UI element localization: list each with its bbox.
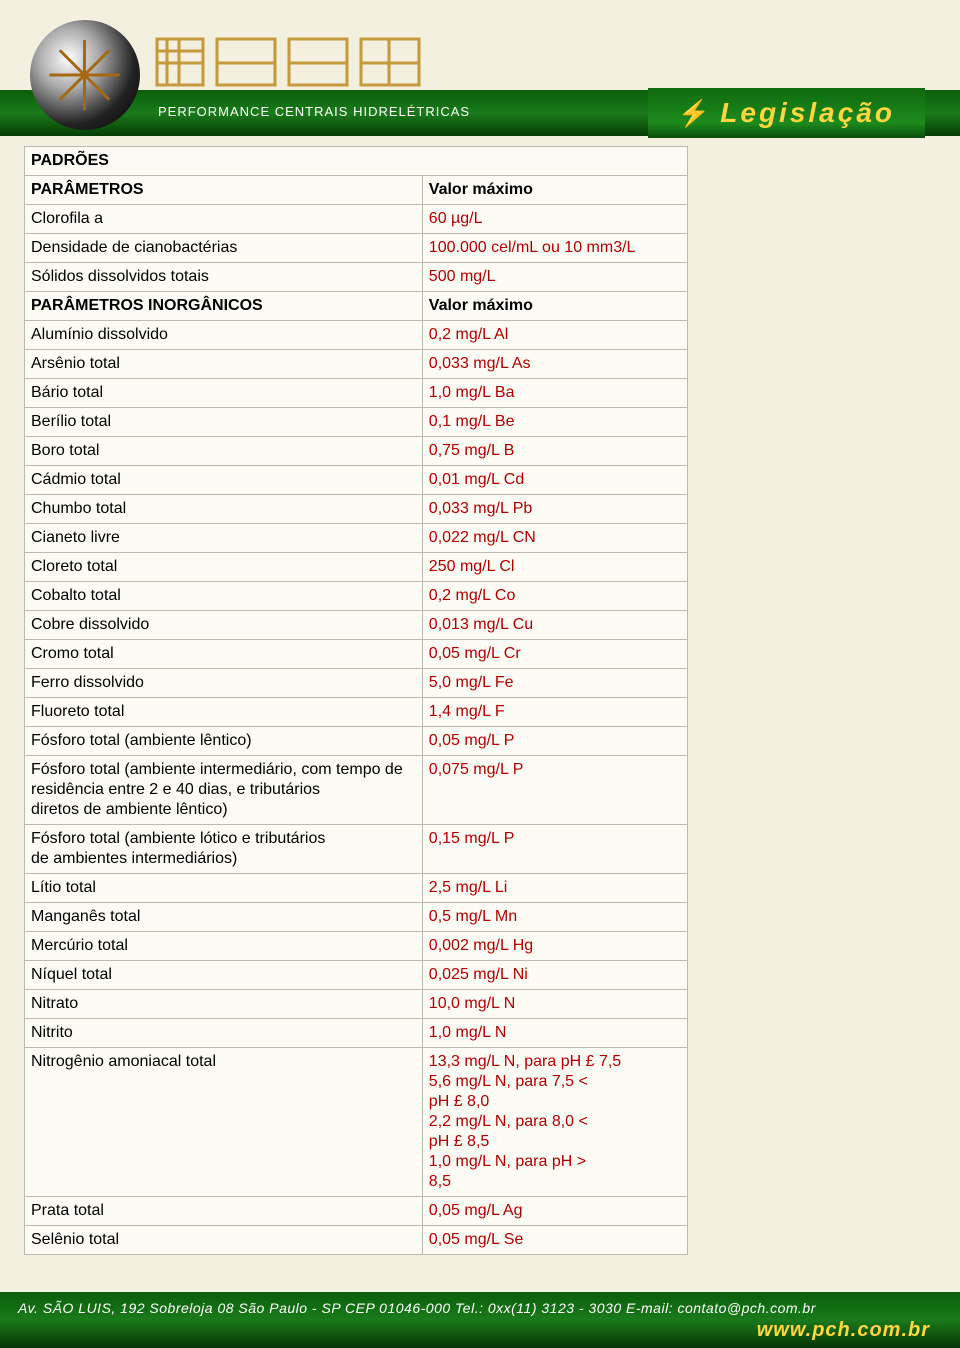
value-cell: 1,0 mg/L Ba <box>422 379 687 408</box>
footer-address: Av. SÃO LUIS, 192 Sobreloja 08 São Paulo… <box>18 1300 816 1316</box>
value-cell: 0,2 mg/L Al <box>422 321 687 350</box>
value-cell: 0,022 mg/L CN <box>422 524 687 553</box>
param-cell: Clorofila a <box>25 205 423 234</box>
param-cell: Nitrato <box>25 990 423 1019</box>
logo-pch-icon <box>155 35 425 90</box>
value-cell: 0,01 mg/L Cd <box>422 466 687 495</box>
footer-email[interactable]: contato@pch.com.br <box>677 1300 815 1316</box>
param-cell: Boro total <box>25 437 423 466</box>
value-cell: 0,033 mg/L Pb <box>422 495 687 524</box>
param-cell: Cianeto livre <box>25 524 423 553</box>
param-cell: Nitrogênio amoniacal total <box>25 1048 423 1197</box>
legislation-badge: ⚡ Legislação <box>648 88 925 138</box>
param-cell: Níquel total <box>25 961 423 990</box>
value-cell: 0,002 mg/L Hg <box>422 932 687 961</box>
col-valor-maximo-2: Valor máximo <box>422 292 687 321</box>
param-cell: Arsênio total <box>25 350 423 379</box>
param-cell: Bário total <box>25 379 423 408</box>
value-cell: 0,05 mg/L Ag <box>422 1197 687 1226</box>
param-cell: Alumínio dissolvido <box>25 321 423 350</box>
value-cell: 0,013 mg/L Cu <box>422 611 687 640</box>
value-cell: 13,3 mg/L N, para pH £ 7,5 5,6 mg/L N, p… <box>422 1048 687 1197</box>
value-cell: 0,15 mg/L P <box>422 825 687 874</box>
param-cell: Fluoreto total <box>25 698 423 727</box>
param-cell: Densidade de cianobactérias <box>25 234 423 263</box>
footer-address-text: Av. SÃO LUIS, 192 Sobreloja 08 São Paulo… <box>18 1300 677 1316</box>
value-cell: 0,5 mg/L Mn <box>422 903 687 932</box>
param-cell: Cloreto total <box>25 553 423 582</box>
header-top <box>0 0 960 90</box>
value-cell: 0,2 mg/L Co <box>422 582 687 611</box>
value-cell: 250 mg/L Cl <box>422 553 687 582</box>
col-parametros-inorganicos: PARÂMETROS INORGÂNICOS <box>25 292 423 321</box>
param-cell: Ferro dissolvido <box>25 669 423 698</box>
value-cell: 1,4 mg/L F <box>422 698 687 727</box>
value-cell: 500 mg/L <box>422 263 687 292</box>
value-cell: 5,0 mg/L Fe <box>422 669 687 698</box>
value-cell: 0,025 mg/L Ni <box>422 961 687 990</box>
value-cell: 0,05 mg/L P <box>422 727 687 756</box>
footer-bar: Av. SÃO LUIS, 192 Sobreloja 08 São Paulo… <box>0 1292 960 1348</box>
param-cell: Cobalto total <box>25 582 423 611</box>
value-cell: 0,05 mg/L Se <box>422 1226 687 1255</box>
col-valor-maximo: Valor máximo <box>422 176 687 205</box>
value-cell: 100.000 cel/mL ou 10 mm3/L <box>422 234 687 263</box>
logo-star-icon <box>50 40 120 110</box>
value-cell: 0,075 mg/L P <box>422 756 687 825</box>
param-cell: Cádmio total <box>25 466 423 495</box>
param-cell: Manganês total <box>25 903 423 932</box>
footer-url[interactable]: www.pch.com.br <box>757 1319 930 1342</box>
param-cell: Chumbo total <box>25 495 423 524</box>
value-cell: 0,033 mg/L As <box>422 350 687 379</box>
col-parametros: PARÂMETROS <box>25 176 423 205</box>
value-cell: 2,5 mg/L Li <box>422 874 687 903</box>
param-cell: Selênio total <box>25 1226 423 1255</box>
parameters-table: PADRÕESPARÂMETROSValor máximoClorofila a… <box>24 146 688 1255</box>
page-header: PERFORMANCE CENTRAIS HIDRELÉTRICAS ⚡ Leg… <box>0 0 960 136</box>
param-cell: Nitrito <box>25 1019 423 1048</box>
header-green-bar: PERFORMANCE CENTRAIS HIDRELÉTRICAS ⚡ Leg… <box>0 90 960 136</box>
header-subtitle: PERFORMANCE CENTRAIS HIDRELÉTRICAS <box>158 104 470 119</box>
value-cell: 60 µg/L <box>422 205 687 234</box>
legislation-label: Legislação <box>720 97 895 129</box>
param-cell: Sólidos dissolvidos totais <box>25 263 423 292</box>
param-cell: Cromo total <box>25 640 423 669</box>
value-cell: 0,05 mg/L Cr <box>422 640 687 669</box>
param-cell: Cobre dissolvido <box>25 611 423 640</box>
value-cell: 1,0 mg/L N <box>422 1019 687 1048</box>
logo-circle-icon <box>30 20 140 130</box>
param-cell: Lítio total <box>25 874 423 903</box>
param-cell: Fósforo total (ambiente intermediário, c… <box>25 756 423 825</box>
param-cell: Prata total <box>25 1197 423 1226</box>
section-padroes: PADRÕES <box>25 147 688 176</box>
main-content: PADRÕESPARÂMETROSValor máximoClorofila a… <box>0 136 688 1255</box>
page-footer: Av. SÃO LUIS, 192 Sobreloja 08 São Paulo… <box>0 1292 960 1348</box>
param-cell: Fósforo total (ambiente lêntico) <box>25 727 423 756</box>
param-cell: Mercúrio total <box>25 932 423 961</box>
bolt-icon: ⚡ <box>678 98 710 129</box>
value-cell: 10,0 mg/L N <box>422 990 687 1019</box>
param-cell: Berílio total <box>25 408 423 437</box>
value-cell: 0,75 mg/L B <box>422 437 687 466</box>
value-cell: 0,1 mg/L Be <box>422 408 687 437</box>
param-cell: Fósforo total (ambiente lótico e tributá… <box>25 825 423 874</box>
